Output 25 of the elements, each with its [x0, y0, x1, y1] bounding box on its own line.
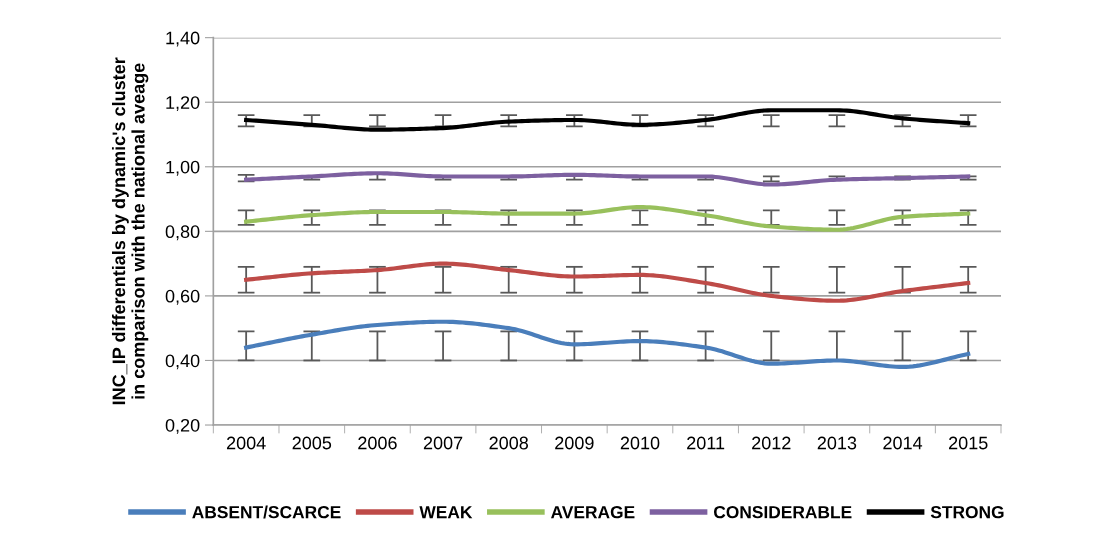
x-tick-label: 2015	[949, 436, 988, 450]
legend-label: STRONG	[930, 506, 1004, 519]
x-tick-label: 2004	[226, 436, 266, 450]
x-tick-label: 2010	[620, 436, 660, 450]
x-tick-label: 2013	[817, 436, 857, 450]
x-tick-label: 2012	[752, 436, 791, 450]
legend-label: AVERAGE	[551, 506, 635, 519]
x-tick-label: 2014	[883, 436, 923, 450]
y-axis-title: INC_IP differentials by dynamic's cluster in comparison with the national aveage	[111, 57, 149, 405]
legend-label: WEAK	[419, 506, 473, 519]
legend-label: CONSIDERABLE	[713, 506, 852, 519]
y-tick-label: 1,40	[166, 31, 200, 47]
y-tick-label: 1,20	[166, 96, 200, 112]
x-tick-label: 2005	[292, 436, 332, 450]
x-tick-label: 2007	[423, 436, 463, 450]
y-tick-label: 0,20	[165, 418, 200, 434]
x-tick-label: 2006	[358, 436, 397, 450]
x-tick-label: 2008	[489, 436, 529, 450]
y-tick-label: 1,00	[166, 160, 200, 176]
y-tick-label: 0,60	[165, 289, 200, 305]
x-tick-label: 2009	[555, 436, 594, 450]
y-tick-label: 0,40	[165, 354, 200, 370]
x-tick-label: 2011	[687, 436, 725, 450]
legend-label: ABSENT/SCARCE	[192, 505, 341, 519]
y-tick-label: 0,80	[165, 225, 200, 241]
